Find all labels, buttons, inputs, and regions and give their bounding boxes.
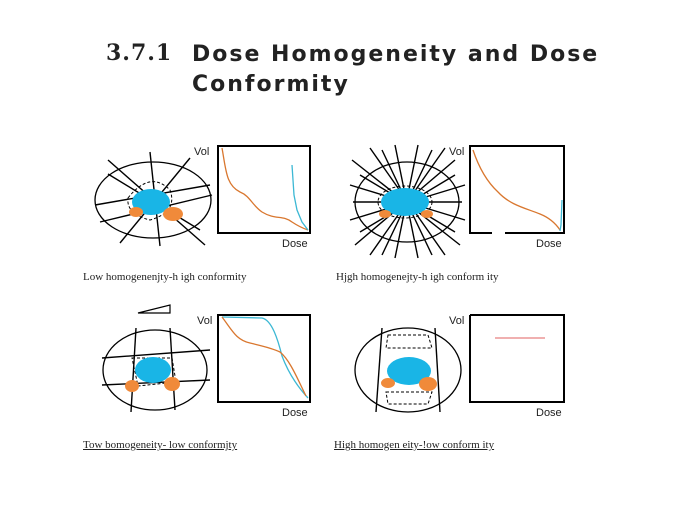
target-volume (381, 188, 429, 216)
target-volume (387, 357, 431, 385)
caption-bl: Tow bomogeneity- low conformjty (83, 439, 238, 451)
caption-tl: Low homogenenjty-h igh conformity (83, 271, 247, 283)
dvh-x-label: Dose (536, 238, 562, 250)
organ-at-risk-right (421, 210, 433, 218)
organ-at-risk-right (164, 377, 180, 391)
organ-at-risk-right (163, 207, 183, 221)
caption-br: High homogen eity-!ow conform ity (334, 439, 495, 451)
organ-at-risk-right (419, 377, 437, 391)
dvh-x-label: Dose (282, 407, 308, 419)
target-volume (132, 189, 170, 215)
organ-at-risk-left (381, 378, 395, 388)
caption-tr: Hjgh homogenejty-h igh conform ity (336, 271, 499, 283)
organ-at-risk-left (125, 380, 139, 392)
dvh-x-label: Dose (536, 407, 562, 419)
dvh-y-label: Vol (197, 315, 213, 327)
dvh-y-label: Vol (449, 146, 465, 158)
organ-at-risk-left (379, 210, 391, 218)
dvh-y-label: Vol (449, 315, 465, 327)
section-number: 3.7.1 (106, 40, 173, 66)
section-title: Dose Homogeneity and Dose Conformity (192, 42, 600, 97)
dvh-y-label: Vol (194, 146, 210, 158)
target-volume (135, 357, 171, 383)
organ-at-risk-left (129, 207, 143, 217)
dvh-x-label: Dose (282, 238, 308, 250)
wedge-icon (137, 304, 171, 314)
